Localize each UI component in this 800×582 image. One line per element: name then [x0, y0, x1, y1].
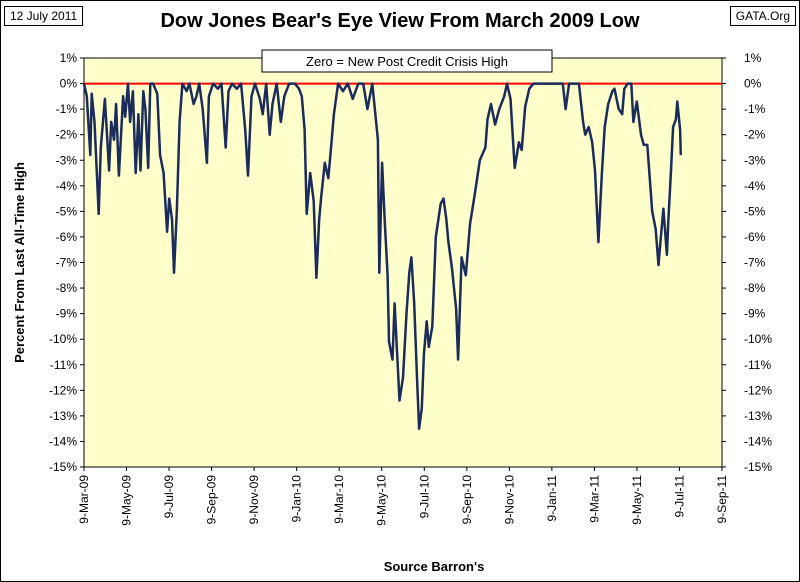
x-tick-label: 9-Jul-09	[162, 475, 176, 519]
y-tick-label-right: -10%	[744, 332, 772, 346]
y-tick-label-right: -5%	[744, 204, 766, 218]
y-tick-label: -5%	[56, 204, 78, 218]
x-tick-label: 9-May-11	[630, 475, 644, 525]
y-tick-label: -10%	[49, 332, 77, 346]
source-label: GATA.Org	[729, 6, 796, 26]
y-tick-label: 1%	[60, 51, 78, 65]
x-tick-label: 9-Mar-11	[587, 475, 601, 523]
x-tick-label: 9-Jan-11	[545, 475, 559, 522]
y-tick-label-right: -15%	[744, 460, 772, 474]
y-tick-label: -12%	[49, 383, 77, 397]
annotation-text: Zero = New Post Credit Crisis High	[306, 54, 508, 69]
y-tick-label-right: 0%	[744, 77, 762, 91]
x-tick-label: 9-Mar-10	[332, 475, 346, 524]
y-tick-label: 0%	[60, 77, 78, 91]
y-tick-label-right: -11%	[744, 358, 771, 372]
y-tick-label-right: -9%	[744, 307, 766, 321]
y-tick-label: -11%	[50, 358, 77, 372]
x-tick-label: 9-Sep-11	[715, 475, 729, 524]
y-tick-label-right: -4%	[744, 179, 766, 193]
date-label: 12 July 2011	[4, 6, 84, 26]
y-axis-left: 1% 0% -1% -2% -3% -4% -5% -6% -7% -8% -9% -10% -11% -…	[49, 51, 84, 474]
y-tick-label-right: -1%	[744, 102, 766, 116]
y-axis-right: 1% 0% -1% -2% -3% -4% -5% -6% -7% -8% -9% -10% -11% -…	[722, 51, 772, 474]
x-tick-label: 9-Sep-09	[205, 475, 219, 525]
x-tick-label: 9-Nov-10	[502, 475, 516, 525]
x-tick-label: 9-Nov-09	[247, 475, 261, 525]
y-tick-label: -2%	[56, 128, 78, 142]
y-axis-title: Percent From Last All-Time High	[12, 162, 27, 363]
series-line	[82, 82, 683, 430]
y-tick-label-right: -6%	[744, 230, 766, 244]
y-tick-label-right: 1%	[744, 51, 762, 65]
x-tick-label: 9-Mar-09	[77, 475, 91, 524]
y-tick-label-right: -2%	[744, 128, 766, 142]
y-tick-label-right: -7%	[744, 256, 766, 270]
y-tick-label-right: -14%	[744, 434, 772, 448]
x-tick-label: 9-May-10	[375, 475, 389, 526]
x-tick-label: 9-May-09	[120, 475, 134, 526]
y-tick-label: -7%	[56, 256, 78, 270]
x-axis-title: Source Barron's	[384, 559, 485, 574]
x-tick-label: 9-Jan-10	[290, 475, 304, 523]
y-tick-label: -14%	[49, 434, 77, 448]
plot-area	[83, 57, 723, 468]
y-tick-label: -8%	[56, 281, 78, 295]
y-tick-label-right: -13%	[744, 409, 772, 423]
x-axis: 9-Mar-09 9-May-09 9-Jul-09 9-Sep-09 9-Nov-09…	[77, 467, 729, 526]
y-tick-label: -15%	[49, 460, 77, 474]
y-tick-label-right: -8%	[744, 281, 766, 295]
chart-title: Dow Jones Bear's Eye View From March 200…	[160, 10, 640, 32]
x-tick-label: 9-Jul-11	[672, 475, 686, 518]
y-tick-label: -13%	[49, 409, 77, 423]
y-tick-label: -9%	[56, 307, 78, 321]
y-tick-label-right: -3%	[744, 153, 766, 167]
y-tick-label: -3%	[56, 153, 78, 167]
x-tick-label: 9-Sep-10	[460, 475, 474, 525]
y-tick-label: -6%	[56, 230, 78, 244]
annotation-box: Zero = New Post Credit Crisis High	[261, 49, 553, 73]
x-tick-label: 9-Jul-10	[417, 475, 431, 519]
y-tick-label: -1%	[56, 102, 78, 116]
y-tick-label-right: -12%	[744, 383, 772, 397]
y-tick-label: -4%	[56, 179, 78, 193]
